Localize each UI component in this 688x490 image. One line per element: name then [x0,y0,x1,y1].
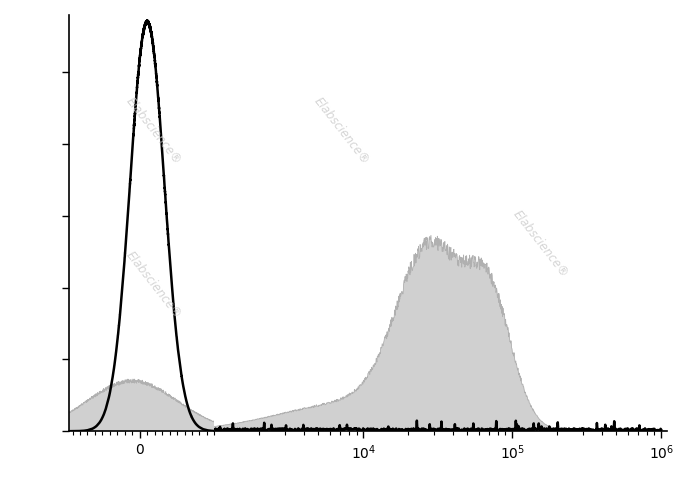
Text: Elabscience®: Elabscience® [123,249,184,321]
Text: Elabscience®: Elabscience® [510,208,571,280]
Text: Elabscience®: Elabscience® [123,95,184,168]
Text: Elabscience®: Elabscience® [311,95,372,168]
